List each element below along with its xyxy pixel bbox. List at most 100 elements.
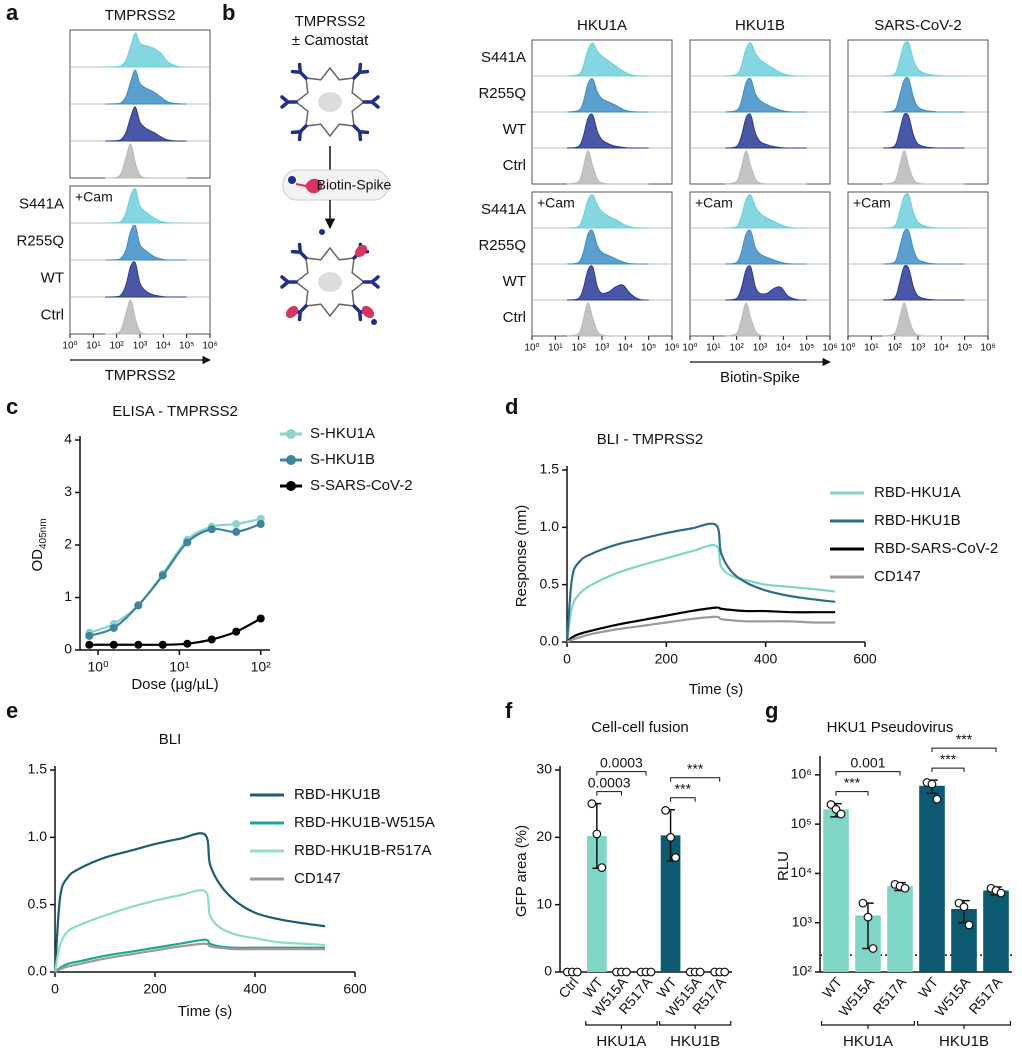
cell	[280, 62, 380, 142]
histogram	[567, 113, 649, 149]
histogram	[567, 265, 649, 301]
histogram	[883, 264, 965, 301]
histogram	[105, 224, 187, 261]
marker	[232, 520, 241, 528]
x-tick-label: 10²	[887, 343, 902, 354]
histogram	[883, 302, 965, 337]
x-tick-label: 600	[853, 651, 877, 667]
y-tick-label: 0.5	[540, 575, 560, 591]
line	[53, 832, 326, 973]
line	[54, 938, 326, 973]
histogram	[883, 150, 965, 185]
marker	[134, 640, 143, 649]
x-tick-label: 10⁵	[179, 341, 194, 352]
x-tick-label: 10²	[571, 343, 586, 354]
panel-label: f	[505, 698, 513, 723]
y-axis-label: OD405nm	[29, 518, 49, 571]
significance-bracket	[670, 797, 696, 802]
x-tick-label: 10⁵	[799, 343, 814, 354]
significance-label: ***	[956, 731, 973, 747]
significance-bracket	[596, 771, 647, 776]
histogram	[883, 76, 965, 113]
histogram	[567, 194, 649, 229]
row-label: S441A	[481, 49, 526, 66]
data-point	[720, 967, 730, 977]
row-label: S441A	[481, 201, 526, 218]
data-point	[592, 829, 602, 839]
y-axis-label-main: Response (nm)	[513, 505, 530, 608]
row-label: WT	[503, 273, 526, 290]
x-tick-label: 10²	[251, 659, 272, 675]
y-tick-label: 1.5	[28, 761, 48, 777]
data-point	[597, 863, 607, 873]
x-tick-label: 10¹	[548, 343, 563, 354]
line	[88, 522, 262, 637]
panel-label: a	[6, 0, 19, 25]
y-tick-label: 20	[536, 828, 552, 844]
biotin-icon	[319, 229, 325, 235]
x-tick-label: W515A	[931, 974, 973, 1020]
receptor	[290, 62, 312, 84]
cell	[280, 229, 380, 325]
data-point	[836, 809, 846, 819]
marker	[109, 640, 118, 649]
x-tick-label: 10⁰	[840, 343, 855, 354]
x-tick-label: W515A	[835, 974, 877, 1020]
x-axis-label: Dose (µg/µL)	[131, 676, 218, 693]
receptor	[348, 62, 370, 84]
y-axis-label-main: GFP area (%)	[513, 825, 530, 917]
chart-title: HKU1 Pseudovirus	[827, 719, 954, 736]
x-tick-label: 10²	[109, 341, 124, 352]
line	[565, 522, 836, 643]
line	[566, 606, 836, 643]
significance-label: ***	[940, 751, 957, 767]
y-tick-label: 0	[544, 963, 552, 979]
data-point	[587, 799, 597, 809]
receptor	[280, 275, 298, 289]
y-axis-label: GFP area (%)	[513, 825, 530, 917]
x-tick-label: 10¹	[86, 341, 101, 352]
histogram	[567, 302, 649, 337]
marker	[134, 601, 143, 610]
row-label: WT	[41, 269, 64, 286]
data-point	[863, 912, 873, 922]
schematic-text: TMPRSS2	[295, 13, 366, 30]
row-label: R255Q	[478, 237, 526, 254]
reagent-box	[282, 169, 389, 201]
bar	[660, 835, 681, 972]
legend-label: CD147	[294, 870, 341, 887]
data-point	[646, 967, 656, 977]
group-label: HKU1A	[596, 1033, 646, 1050]
x-tick-label: 0	[563, 651, 571, 667]
histogram	[105, 69, 187, 105]
histogram	[567, 78, 649, 113]
significance-bracket	[931, 767, 965, 773]
significance-label: ***	[844, 774, 861, 790]
row-label: R255Q	[16, 232, 64, 249]
annotation: +Cam	[75, 189, 113, 205]
x-tick-label: 10³	[911, 343, 926, 354]
histogram	[725, 229, 807, 265]
spike-icon	[295, 178, 323, 194]
x-tick-label: 400	[243, 981, 267, 997]
x-tick-label: R517A	[965, 974, 1005, 1018]
y-tick-label: 10³	[792, 913, 813, 929]
row-label: Ctrl	[41, 306, 64, 323]
significance-bracket	[596, 791, 622, 796]
y-tick-label: 10⁵	[791, 815, 812, 831]
bar	[823, 809, 849, 972]
y-tick-label: 0	[64, 641, 72, 657]
histogram	[105, 261, 187, 298]
row-label: Ctrl	[503, 157, 526, 174]
marker	[85, 640, 94, 649]
histogram	[567, 42, 649, 77]
histogram	[883, 228, 965, 265]
x-tick-label: 10¹	[864, 343, 879, 354]
marker	[183, 639, 192, 648]
row-label: Ctrl	[503, 309, 526, 326]
bound-spike	[285, 305, 299, 319]
y-tick-label: 10	[536, 895, 552, 911]
line	[566, 615, 836, 643]
histogram	[105, 299, 187, 335]
x-tick-label: 600	[343, 981, 367, 997]
